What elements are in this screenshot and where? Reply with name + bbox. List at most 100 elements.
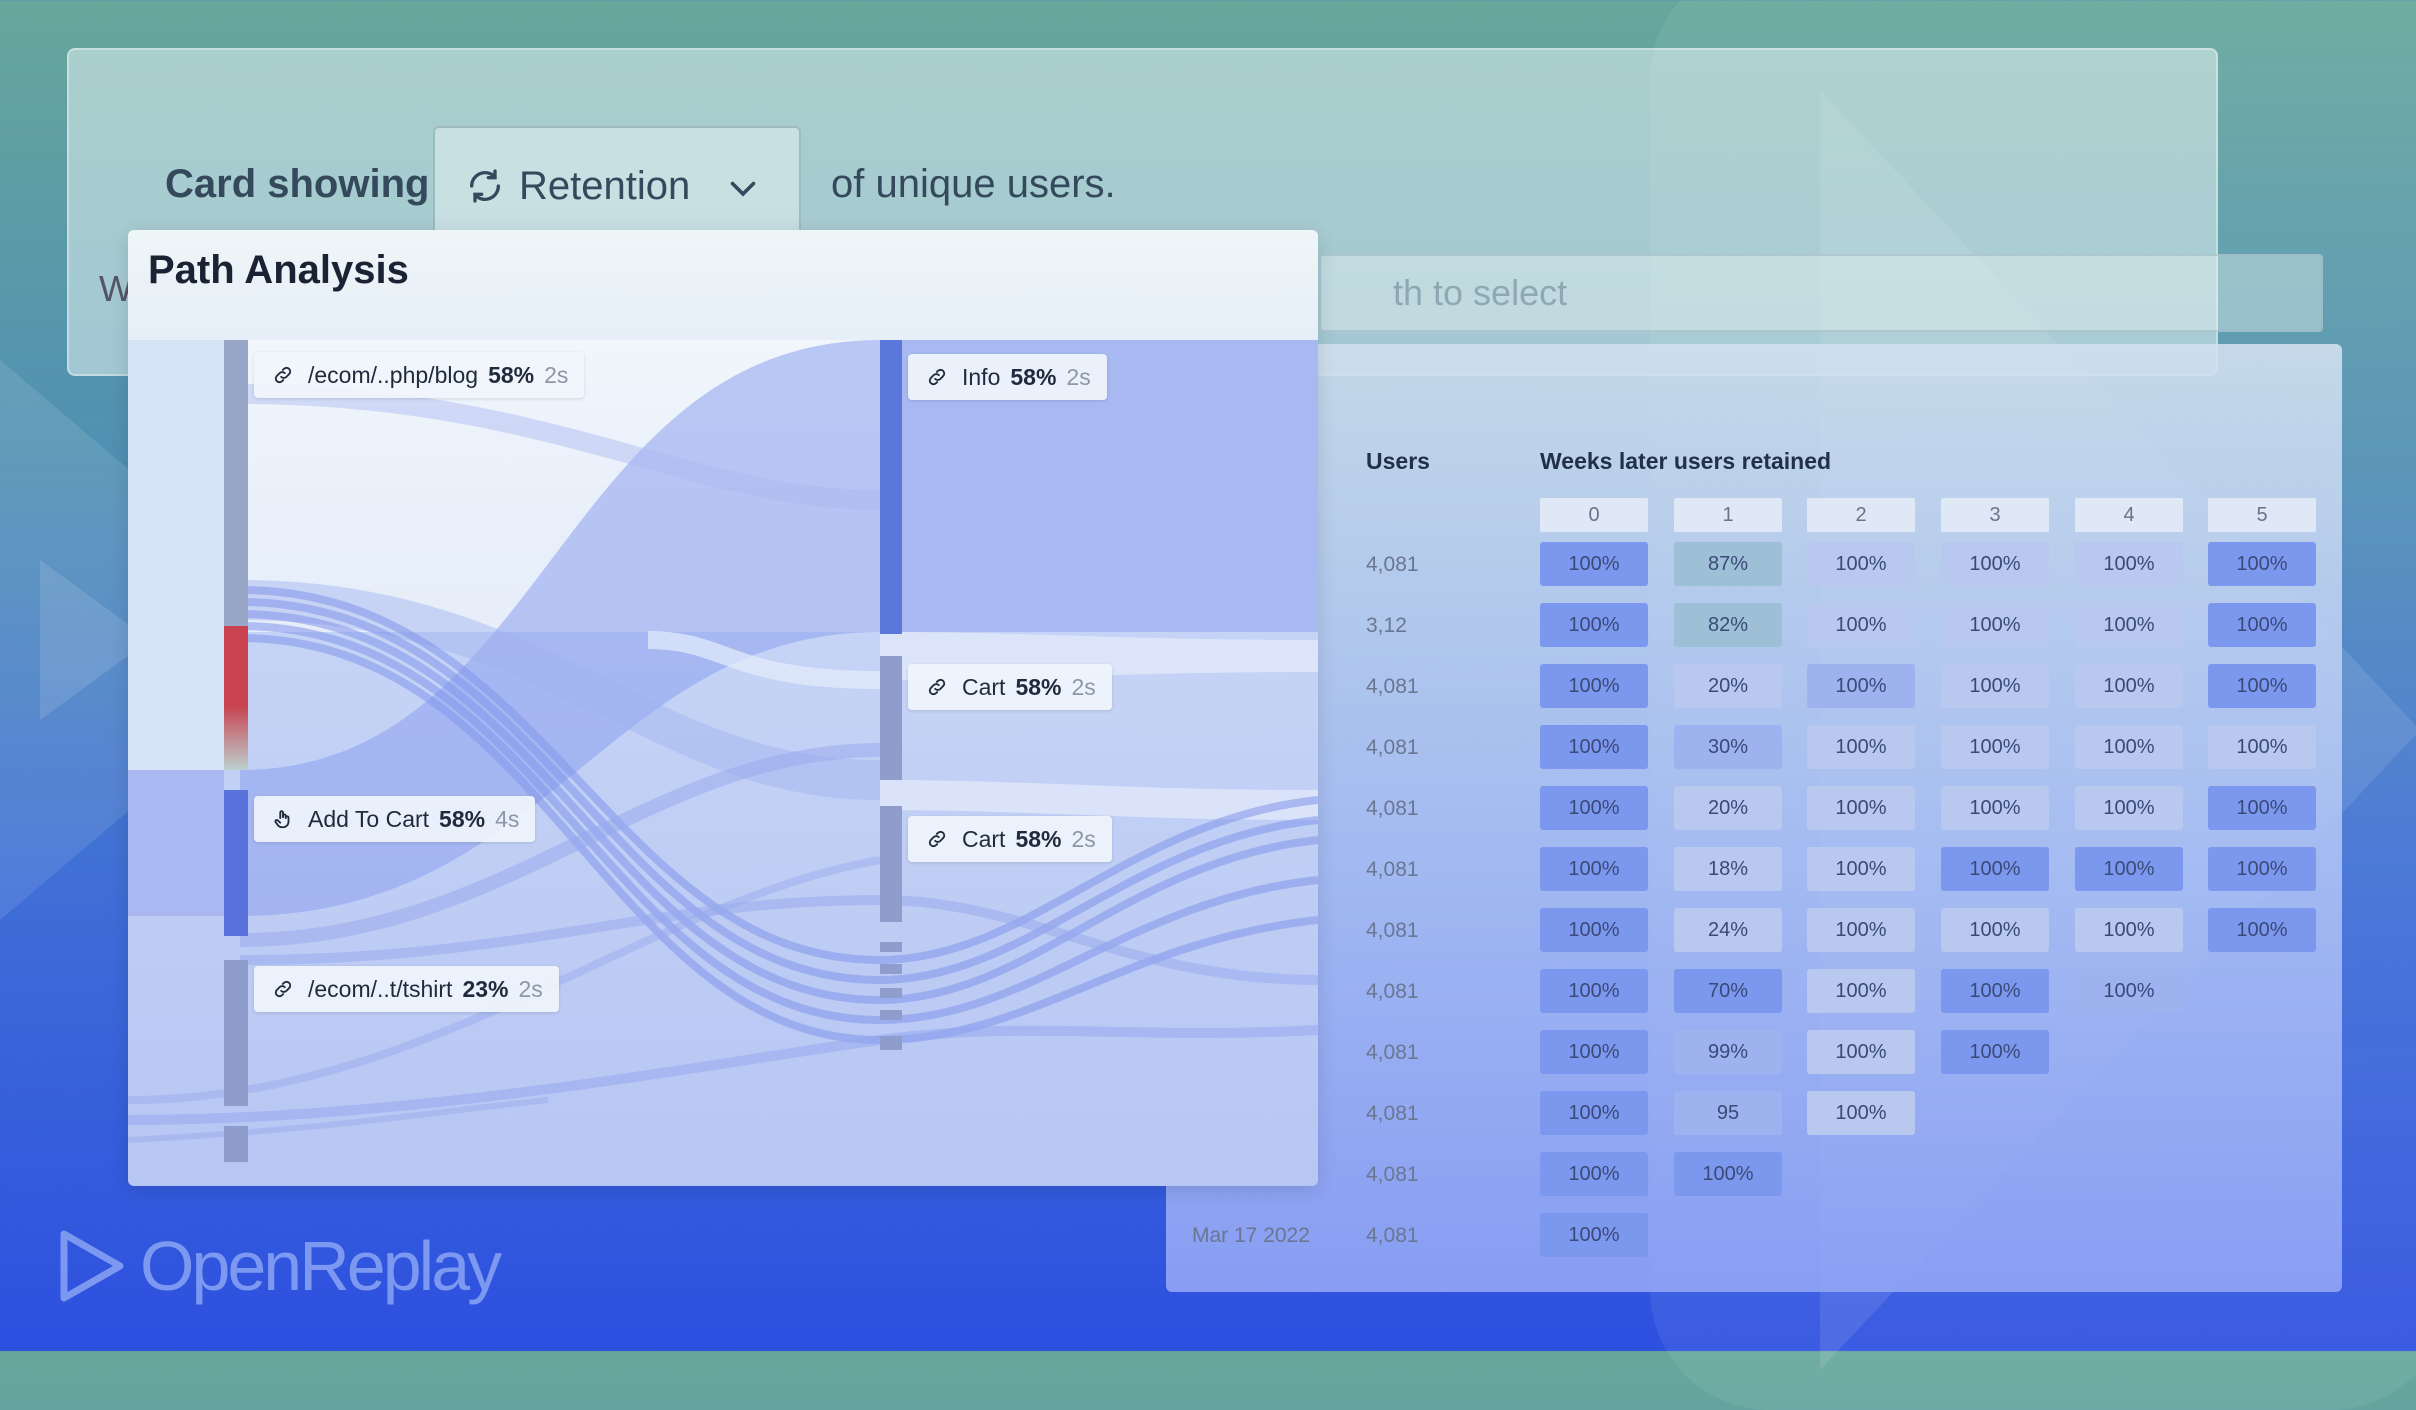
retention-cell[interactable]: 100% bbox=[2208, 908, 2316, 952]
row-users: 4,081 bbox=[1366, 980, 1419, 1003]
path-analysis-panel: Path Analysis bbox=[128, 230, 1318, 1186]
retention-cell[interactable]: 100% bbox=[1807, 725, 1915, 769]
sankey-flow bbox=[239, 610, 1318, 1005]
retention-cell[interactable]: 30% bbox=[1674, 725, 1782, 769]
retention-cell[interactable]: 100% bbox=[1540, 1030, 1648, 1074]
retention-cell[interactable]: 100% bbox=[1941, 847, 2049, 891]
play-logo-icon bbox=[60, 1230, 124, 1302]
sankey-flow bbox=[128, 1025, 1318, 1125]
retention-cell[interactable]: 100% bbox=[1540, 664, 1648, 708]
metric-type-dropdown[interactable]: Retention bbox=[433, 126, 801, 250]
retention-cell[interactable]: 100% bbox=[1941, 664, 2049, 708]
retention-cell[interactable]: 100% bbox=[1807, 908, 1915, 952]
retention-cell[interactable]: 100% bbox=[1807, 603, 1915, 647]
retention-cell[interactable]: 100% bbox=[1540, 969, 1648, 1013]
metric-type-value: Retention bbox=[519, 164, 691, 208]
sankey-band bbox=[128, 340, 224, 770]
sankey-node bbox=[880, 806, 902, 922]
path-node-label[interactable]: Cart 58% 2s bbox=[908, 816, 1112, 862]
retention-cell[interactable]: 100% bbox=[1540, 725, 1648, 769]
retention-panel: n Users Weeks later users retained 01234… bbox=[1166, 344, 2342, 1292]
retention-cell[interactable]: 100% bbox=[2208, 542, 2316, 586]
retention-cell[interactable]: 100% bbox=[1807, 786, 1915, 830]
retention-cell[interactable]: 100% bbox=[2075, 603, 2183, 647]
retention-cell[interactable]: 99% bbox=[1674, 1030, 1782, 1074]
retention-cell[interactable]: 100% bbox=[1807, 969, 1915, 1013]
sankey-node bbox=[880, 964, 902, 974]
path-node-label[interactable]: /ecom/..php/blog 58% 2s bbox=[254, 352, 585, 398]
retention-cell[interactable]: 95 bbox=[1674, 1091, 1782, 1135]
retention-cell[interactable]: 100% bbox=[1540, 1213, 1648, 1257]
sankey-node bbox=[880, 1010, 902, 1020]
sankey-flow bbox=[128, 1097, 549, 1143]
sankey-flow bbox=[880, 780, 1318, 820]
row-users: 4,081 bbox=[1366, 919, 1419, 942]
retention-cell[interactable]: 100% bbox=[1941, 969, 2049, 1013]
retention-cell[interactable]: 100% bbox=[1540, 542, 1648, 586]
path-node-label[interactable]: Info 58% 2s bbox=[908, 354, 1107, 400]
sankey-node bbox=[880, 340, 902, 634]
sankey-node bbox=[224, 1126, 248, 1162]
sankey-band bbox=[128, 770, 224, 916]
retention-cell[interactable]: 100% bbox=[1941, 786, 2049, 830]
retention-cell[interactable]: 100% bbox=[2075, 725, 2183, 769]
retention-cell[interactable]: 100% bbox=[2075, 542, 2183, 586]
retention-cell[interactable]: 100% bbox=[1540, 908, 1648, 952]
retention-cell[interactable]: 100% bbox=[1807, 847, 1915, 891]
retention-cell[interactable]: 24% bbox=[1674, 908, 1782, 952]
retention-cell[interactable]: 87% bbox=[1674, 542, 1782, 586]
retention-cell[interactable]: 100% bbox=[1807, 664, 1915, 708]
sankey-node bbox=[880, 1036, 902, 1050]
path-node-label[interactable]: Cart 58% 2s bbox=[908, 664, 1112, 710]
retention-cell[interactable]: 100% bbox=[1540, 1152, 1648, 1196]
retention-cell[interactable]: 100% bbox=[2208, 786, 2316, 830]
sankey-flow bbox=[239, 598, 1318, 985]
node-percentage: 58% bbox=[1015, 673, 1062, 700]
retention-cell[interactable]: 100% bbox=[1941, 542, 2049, 586]
path-select-input[interactable]: th to select bbox=[1319, 254, 2323, 332]
sankey-flow bbox=[239, 586, 1318, 965]
retention-cell[interactable]: 100% bbox=[1941, 908, 2049, 952]
week-header-2: 2 bbox=[1807, 498, 1915, 532]
retention-cell[interactable]: 100% bbox=[2075, 847, 2183, 891]
retention-cell[interactable]: 100% bbox=[1807, 1091, 1915, 1135]
retention-cell[interactable]: 100% bbox=[1540, 603, 1648, 647]
retention-cell[interactable]: 100% bbox=[1941, 1030, 2049, 1074]
retention-cell[interactable]: 100% bbox=[1807, 542, 1915, 586]
retention-cell[interactable]: 100% bbox=[2075, 969, 2183, 1013]
retention-cell[interactable]: 20% bbox=[1674, 664, 1782, 708]
retention-cell[interactable]: 70% bbox=[1674, 969, 1782, 1013]
retention-cell[interactable]: 100% bbox=[2208, 664, 2316, 708]
retention-cell[interactable]: 100% bbox=[1540, 1091, 1648, 1135]
link-icon bbox=[928, 830, 946, 848]
retention-cell[interactable]: 82% bbox=[1674, 603, 1782, 647]
retention-cell[interactable]: 100% bbox=[1540, 786, 1648, 830]
users-column-header: Users bbox=[1366, 448, 1430, 474]
retention-cell[interactable]: 20% bbox=[1674, 786, 1782, 830]
retention-cell[interactable]: 100% bbox=[1941, 603, 2049, 647]
card-showing-label: Card showing bbox=[165, 162, 430, 206]
link-icon bbox=[274, 366, 292, 384]
retention-cell[interactable]: 100% bbox=[2208, 725, 2316, 769]
node-percentage: 58% bbox=[1010, 363, 1057, 390]
retention-cell[interactable]: 100% bbox=[2075, 908, 2183, 952]
node-time: 2s bbox=[1071, 825, 1096, 852]
row-users: 4,081 bbox=[1366, 858, 1419, 881]
retention-cell[interactable]: 18% bbox=[1674, 847, 1782, 891]
node-time: 2s bbox=[518, 975, 543, 1002]
retention-cell[interactable]: 100% bbox=[2075, 664, 2183, 708]
retention-cell[interactable]: 100% bbox=[2075, 786, 2183, 830]
node-name: Cart bbox=[962, 673, 1006, 700]
retention-cell[interactable]: 100% bbox=[1540, 847, 1648, 891]
link-icon bbox=[274, 980, 292, 998]
path-select-placeholder: th to select bbox=[1393, 272, 1568, 313]
week-header-5: 5 bbox=[2208, 498, 2316, 532]
retention-cell[interactable]: 100% bbox=[2208, 603, 2316, 647]
path-node-label[interactable]: /ecom/..t/tshirt 23% 2s bbox=[254, 966, 559, 1012]
node-name: /ecom/..t/tshirt bbox=[308, 975, 453, 1002]
retention-cell[interactable]: 100% bbox=[2208, 847, 2316, 891]
path-node-label[interactable]: Add To Cart 58% 4s bbox=[254, 796, 536, 842]
retention-cell[interactable]: 100% bbox=[1807, 1030, 1915, 1074]
retention-cell[interactable]: 100% bbox=[1674, 1152, 1782, 1196]
retention-cell[interactable]: 100% bbox=[1941, 725, 2049, 769]
